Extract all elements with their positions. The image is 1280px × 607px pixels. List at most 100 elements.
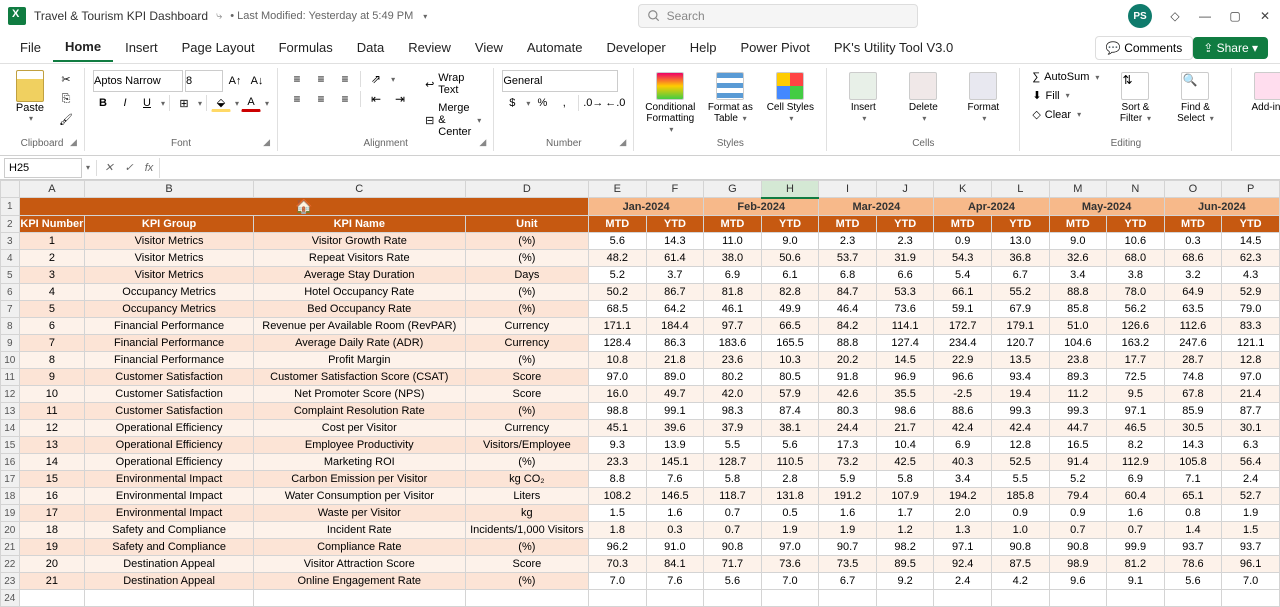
menu-home[interactable]: Home — [53, 33, 113, 62]
cell-6-14[interactable]: 64.9 — [1164, 284, 1222, 301]
cell-unit-11[interactable]: Score — [465, 369, 588, 386]
col-header-H[interactable]: H — [761, 181, 819, 198]
orientation-button[interactable]: ⇗ — [365, 70, 387, 88]
cell-6-9[interactable]: 53.3 — [876, 284, 934, 301]
format-cells-button[interactable]: Format▾ — [955, 70, 1011, 126]
cell-8-7[interactable]: 66.5 — [761, 318, 819, 335]
cell-20-5[interactable]: 0.3 — [646, 522, 704, 539]
cell-24-3[interactable] — [465, 590, 588, 607]
bold-button[interactable]: B — [93, 94, 113, 112]
cell-name-16[interactable]: Marketing ROI — [253, 454, 465, 471]
cell-19-14[interactable]: 0.8 — [1164, 505, 1222, 522]
cell-9-13[interactable]: 163.2 — [1107, 335, 1165, 352]
cell-19-5[interactable]: 1.6 — [646, 505, 704, 522]
cell-14-6[interactable]: 37.9 — [704, 420, 762, 437]
cell-num-17[interactable]: 15 — [19, 471, 85, 488]
col-header-M[interactable]: M — [1049, 181, 1107, 198]
cell-20-8[interactable]: 1.9 — [819, 522, 877, 539]
cell-14-4[interactable]: 45.1 — [589, 420, 647, 437]
cell-13-7[interactable]: 87.4 — [761, 403, 819, 420]
align-center-button[interactable]: ≡ — [310, 90, 332, 108]
worksheet[interactable]: ABCDEFGHIJKLMNOP1🏠Jan-2024Feb-2024Mar-20… — [0, 180, 1280, 607]
cell-group-11[interactable]: Customer Satisfaction — [85, 369, 254, 386]
cell-name-11[interactable]: Customer Satisfaction Score (CSAT) — [253, 369, 465, 386]
cell-num-20[interactable]: 18 — [19, 522, 85, 539]
cell-12-14[interactable]: 67.8 — [1164, 386, 1222, 403]
cell-12-8[interactable]: 42.6 — [819, 386, 877, 403]
col-header-J[interactable]: J — [876, 181, 934, 198]
search-box[interactable]: Search — [638, 4, 918, 28]
hdr-ytd-5[interactable]: YTD — [1222, 216, 1280, 233]
cell-15-6[interactable]: 5.5 — [704, 437, 762, 454]
cell-13-5[interactable]: 99.1 — [646, 403, 704, 420]
month-header-0[interactable]: Jan-2024 — [589, 198, 704, 216]
cell-11-5[interactable]: 89.0 — [646, 369, 704, 386]
autosum-button[interactable]: ∑ AutoSum ▾ — [1028, 70, 1103, 84]
cell-7-7[interactable]: 49.9 — [761, 301, 819, 318]
cell-16-13[interactable]: 112.9 — [1107, 454, 1165, 471]
cell-15-7[interactable]: 5.6 — [761, 437, 819, 454]
cell-20-10[interactable]: 1.3 — [934, 522, 992, 539]
grow-font-button[interactable]: A↑ — [225, 72, 245, 90]
cell-name-15[interactable]: Employee Productivity — [253, 437, 465, 454]
cell-group-23[interactable]: Destination Appeal — [85, 573, 254, 590]
cell-12-15[interactable]: 21.4 — [1222, 386, 1280, 403]
enter-formula-button[interactable]: ✓ — [119, 159, 139, 177]
cell-15-8[interactable]: 17.3 — [819, 437, 877, 454]
cell-14-5[interactable]: 39.6 — [646, 420, 704, 437]
cell-21-5[interactable]: 91.0 — [646, 539, 704, 556]
cell-9-5[interactable]: 86.3 — [646, 335, 704, 352]
cell-name-23[interactable]: Online Engagement Rate — [253, 573, 465, 590]
cell-num-3[interactable]: 1 — [19, 233, 85, 250]
cut-button[interactable]: ✂ — [56, 70, 76, 88]
cell-name-10[interactable]: Profit Margin — [253, 352, 465, 369]
col-header-N[interactable]: N — [1107, 181, 1165, 198]
cell-unit-6[interactable]: (%) — [465, 284, 588, 301]
cell-3-6[interactable]: 11.0 — [704, 233, 762, 250]
cell-22-4[interactable]: 70.3 — [589, 556, 647, 573]
cell-11-10[interactable]: 96.6 — [934, 369, 992, 386]
cell-8-9[interactable]: 114.1 — [876, 318, 934, 335]
cell-8-12[interactable]: 51.0 — [1049, 318, 1107, 335]
row-header-13[interactable]: 13 — [1, 403, 20, 420]
row-header-15[interactable]: 15 — [1, 437, 20, 454]
shrink-font-button[interactable]: A↓ — [247, 72, 267, 90]
cell-unit-3[interactable]: (%) — [465, 233, 588, 250]
row-header-6[interactable]: 6 — [1, 284, 20, 301]
cell-9-4[interactable]: 128.4 — [589, 335, 647, 352]
clear-button[interactable]: ◇ Clear ▾ — [1028, 107, 1103, 122]
cell-num-19[interactable]: 17 — [19, 505, 85, 522]
month-header-3[interactable]: Apr-2024 — [934, 198, 1049, 216]
col-header-A[interactable]: A — [19, 181, 85, 198]
cell-name-4[interactable]: Repeat Visitors Rate — [253, 250, 465, 267]
row-header-14[interactable]: 14 — [1, 420, 20, 437]
cell-8-4[interactable]: 171.1 — [589, 318, 647, 335]
hdr-name[interactable]: KPI Name — [253, 216, 465, 233]
hdr-mtd-3[interactable]: MTD — [934, 216, 992, 233]
align-bottom-button[interactable]: ≡ — [334, 70, 356, 88]
cell-24-13[interactable] — [1107, 590, 1165, 607]
format-painter-button[interactable]: 🖌 — [56, 110, 76, 128]
cell-22-10[interactable]: 92.4 — [934, 556, 992, 573]
cell-group-10[interactable]: Financial Performance — [85, 352, 254, 369]
menu-file[interactable]: File — [8, 34, 53, 61]
cell-10-9[interactable]: 14.5 — [876, 352, 934, 369]
cell-17-14[interactable]: 7.1 — [1164, 471, 1222, 488]
cell-16-6[interactable]: 128.7 — [704, 454, 762, 471]
increase-decimal-button[interactable]: .0→ — [583, 94, 603, 112]
cell-10-10[interactable]: 22.9 — [934, 352, 992, 369]
hdr-num[interactable]: KPI Number — [19, 216, 85, 233]
cell-5-12[interactable]: 3.4 — [1049, 267, 1107, 284]
row-header-22[interactable]: 22 — [1, 556, 20, 573]
menu-formulas[interactable]: Formulas — [267, 34, 345, 61]
find-select-button[interactable]: 🔍Find & Select ▾ — [1167, 70, 1223, 126]
cell-24-14[interactable] — [1164, 590, 1222, 607]
cell-10-8[interactable]: 20.2 — [819, 352, 877, 369]
hdr-mtd-2[interactable]: MTD — [819, 216, 877, 233]
col-header-P[interactable]: P — [1222, 181, 1280, 198]
cell-18-7[interactable]: 131.8 — [761, 488, 819, 505]
cell-18-6[interactable]: 118.7 — [704, 488, 762, 505]
cell-num-8[interactable]: 6 — [19, 318, 85, 335]
font-size-select[interactable] — [185, 70, 223, 92]
paste-button[interactable]: Paste ▾ — [8, 70, 52, 123]
